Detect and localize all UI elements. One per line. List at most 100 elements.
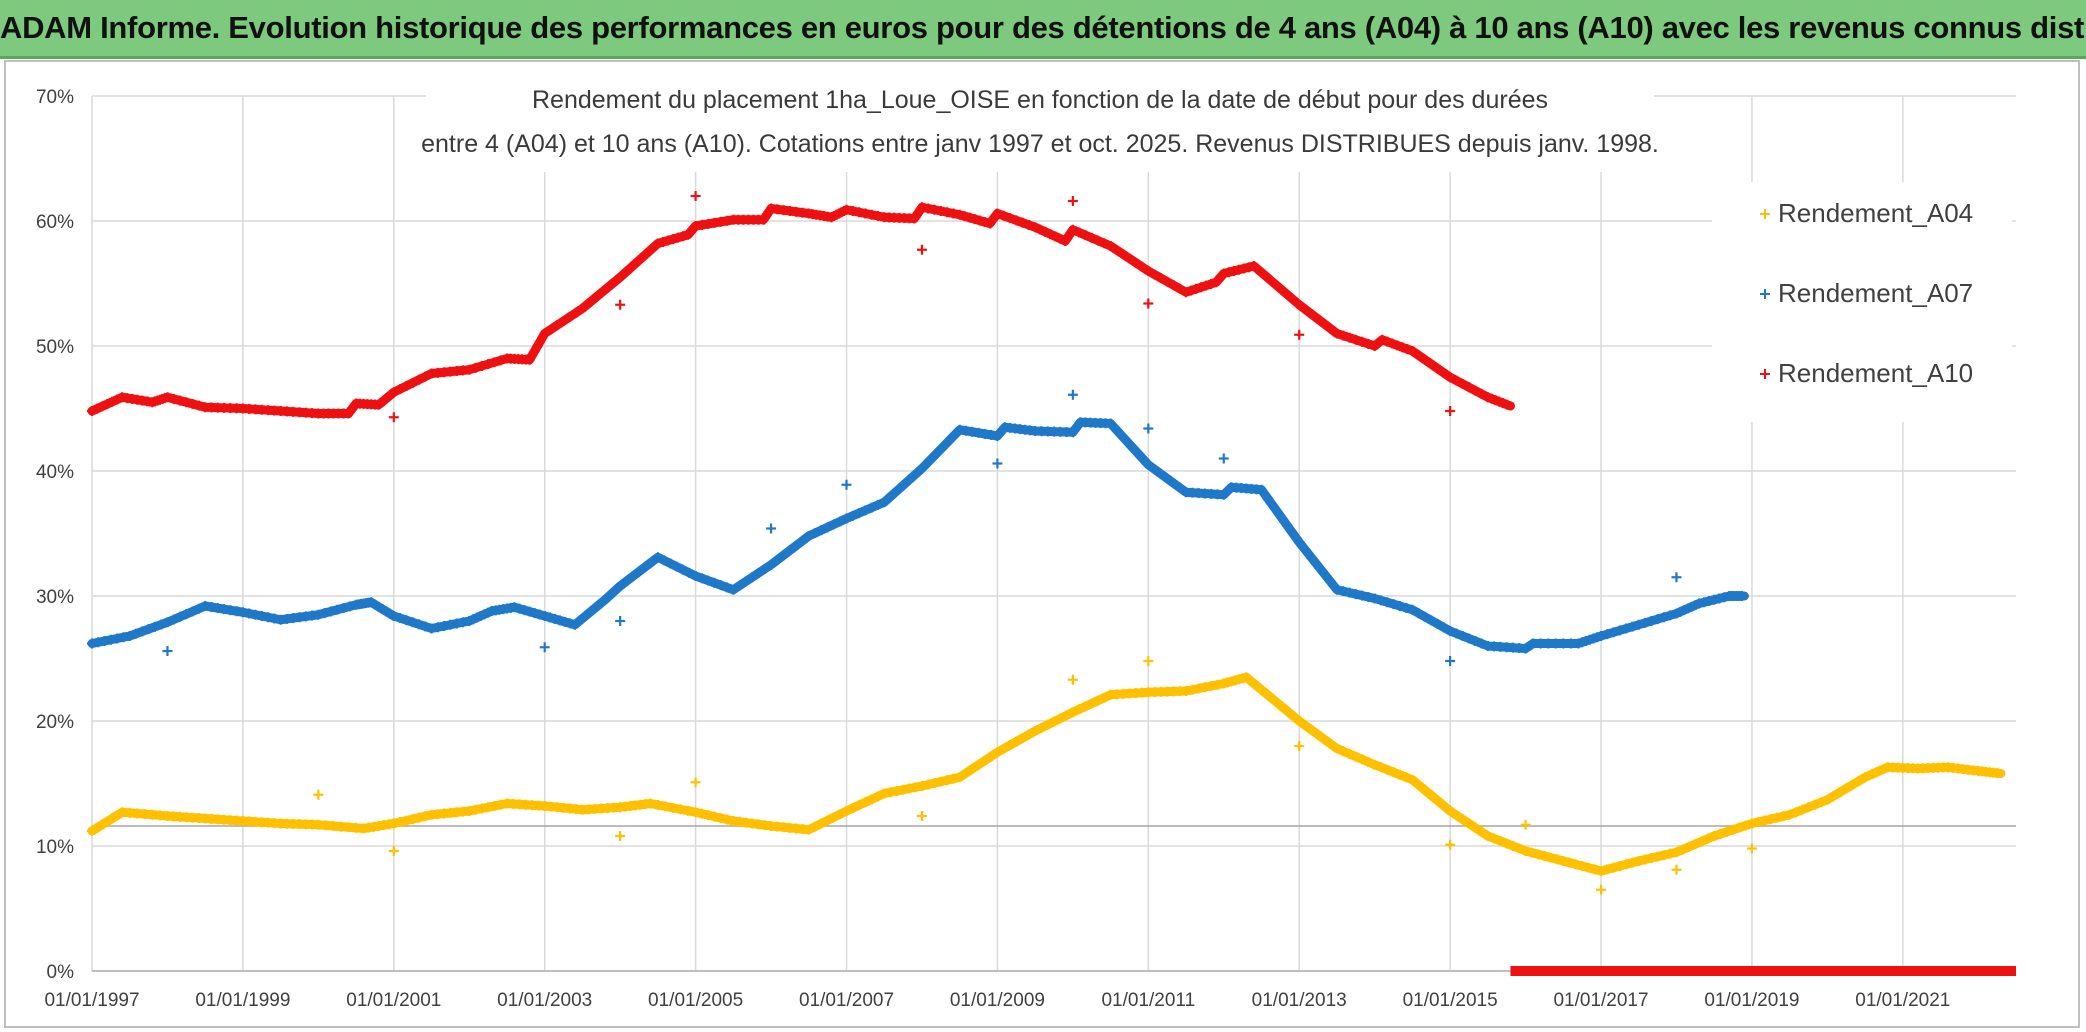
series-point bbox=[1646, 616, 1657, 626]
x-tick-label: 01/01/2015 bbox=[1403, 990, 1498, 1011]
series-point bbox=[175, 611, 186, 622]
series-point bbox=[879, 497, 890, 508]
outlier-point bbox=[388, 412, 399, 423]
series-point bbox=[395, 817, 406, 828]
series-point bbox=[102, 399, 113, 410]
series-point bbox=[621, 266, 632, 277]
series-point bbox=[652, 552, 663, 563]
series-point bbox=[1271, 280, 1282, 291]
series-point bbox=[269, 613, 280, 624]
series-point bbox=[974, 215, 985, 226]
series-point bbox=[916, 202, 927, 213]
x-tick-label: 01/01/2021 bbox=[1855, 990, 1950, 1011]
series-point bbox=[583, 298, 594, 309]
series-point bbox=[407, 377, 418, 388]
x-tick-label: 01/01/1997 bbox=[44, 990, 139, 1011]
series-point bbox=[703, 575, 714, 586]
series-point bbox=[904, 783, 915, 794]
series-point bbox=[1168, 478, 1179, 489]
series-point bbox=[659, 555, 670, 566]
series-point bbox=[1658, 850, 1669, 861]
series-point bbox=[1168, 280, 1179, 291]
series-point bbox=[1457, 814, 1468, 825]
series-point bbox=[959, 211, 970, 222]
series-point bbox=[929, 778, 940, 789]
series-point bbox=[1394, 769, 1405, 780]
series-point bbox=[514, 603, 525, 614]
series-point bbox=[181, 609, 192, 620]
series-point bbox=[1137, 452, 1148, 463]
outlier-point bbox=[1445, 839, 1456, 850]
series-point bbox=[1023, 729, 1034, 740]
x-tick-label: 01/01/2003 bbox=[497, 990, 592, 1011]
y-axis: 0% 10% 20% 30% 40% 50% 60% 70% bbox=[36, 87, 74, 983]
series-point bbox=[237, 607, 248, 618]
series-point bbox=[722, 582, 733, 593]
series-point bbox=[574, 615, 585, 626]
series-point bbox=[1847, 779, 1858, 790]
series-point bbox=[1181, 686, 1192, 696]
series-point bbox=[791, 540, 802, 551]
series-point bbox=[344, 601, 355, 612]
series-point bbox=[660, 801, 671, 812]
series-point bbox=[828, 519, 839, 530]
series-point bbox=[1287, 528, 1298, 539]
outlier-point bbox=[766, 523, 777, 534]
series-point bbox=[1035, 224, 1046, 235]
legend-marker bbox=[1760, 289, 1770, 299]
report-title-banner: ADAM Informe. Evolution historique des p… bbox=[0, 0, 2086, 59]
series-point bbox=[332, 604, 343, 615]
series-point bbox=[1407, 346, 1418, 356]
series-point bbox=[640, 249, 651, 260]
series-point bbox=[1124, 439, 1135, 450]
legend-marker bbox=[1760, 369, 1770, 379]
series-point bbox=[1533, 849, 1544, 860]
series-point bbox=[483, 359, 494, 370]
series-point bbox=[1470, 636, 1481, 646]
series-point bbox=[1451, 628, 1462, 639]
series-point bbox=[143, 624, 154, 635]
series-point bbox=[1633, 619, 1644, 630]
series-point bbox=[627, 571, 638, 582]
series-point bbox=[263, 612, 274, 623]
series-point bbox=[992, 208, 1003, 219]
series-point bbox=[1306, 309, 1317, 320]
series-point bbox=[338, 603, 349, 614]
outlier-point bbox=[992, 458, 1003, 469]
series-point bbox=[1740, 820, 1751, 831]
series-point bbox=[1300, 304, 1311, 315]
series-point bbox=[1049, 716, 1059, 727]
series-point bbox=[1646, 853, 1657, 864]
series-point bbox=[1834, 787, 1845, 798]
series-point bbox=[1338, 746, 1349, 757]
series-point bbox=[545, 324, 556, 335]
series-point bbox=[684, 567, 695, 578]
series-point bbox=[747, 572, 758, 583]
series-point bbox=[1248, 261, 1259, 271]
series-point bbox=[564, 618, 575, 629]
series-point bbox=[916, 463, 927, 474]
series-point bbox=[1294, 299, 1305, 310]
series-layer bbox=[87, 191, 2016, 976]
series-point bbox=[420, 621, 431, 632]
y-tick-label: 50% bbox=[36, 337, 74, 358]
series-point bbox=[137, 626, 148, 637]
series-point bbox=[1155, 273, 1166, 284]
series-point bbox=[1262, 689, 1273, 700]
series-point bbox=[1279, 286, 1290, 297]
series-point bbox=[451, 618, 462, 629]
series-point bbox=[1111, 425, 1122, 436]
series-point bbox=[1061, 710, 1072, 721]
series-a04 bbox=[87, 656, 2006, 895]
series-point bbox=[388, 387, 399, 398]
series-point bbox=[1193, 683, 1204, 694]
legend-marker bbox=[1760, 209, 1770, 219]
series-point bbox=[595, 598, 606, 609]
series-point bbox=[740, 576, 751, 587]
series-point bbox=[627, 261, 638, 271]
series-point bbox=[1721, 826, 1732, 837]
series-point bbox=[1011, 215, 1022, 226]
series-point bbox=[420, 811, 431, 822]
series-point bbox=[87, 406, 97, 416]
